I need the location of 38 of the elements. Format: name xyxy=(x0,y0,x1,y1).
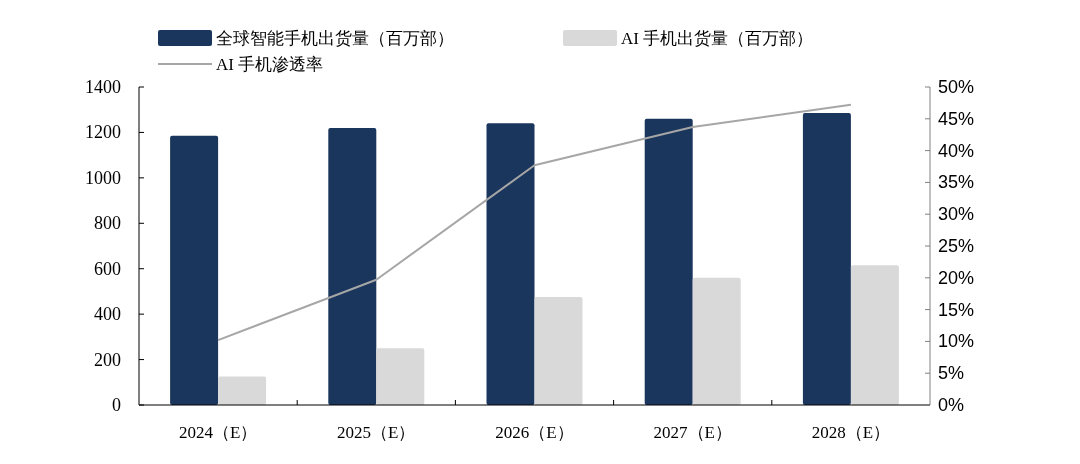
y2-tick-label: 25% xyxy=(938,236,975,256)
legend-label: AI 手机出货量（百万部） xyxy=(621,29,814,48)
bar xyxy=(486,123,535,405)
x-tick-label: 2026（E） xyxy=(495,423,574,442)
y2-tick-label: 50% xyxy=(938,77,975,97)
bar xyxy=(534,297,583,405)
bar xyxy=(328,127,377,405)
legend-label: 全球智能手机出货量（百万部） xyxy=(216,29,454,48)
legend-label: AI 手机渗透率 xyxy=(216,55,324,74)
x-tick-label: 2025（E） xyxy=(337,423,416,442)
y2-tick-label: 35% xyxy=(938,172,975,193)
bar xyxy=(692,277,741,405)
y2-tick-label: 10% xyxy=(938,331,975,352)
y-tick-label: 1400 xyxy=(85,77,121,97)
y-tick-label: 1000 xyxy=(85,167,121,188)
bar xyxy=(376,348,425,405)
y-tick-label: 400 xyxy=(94,304,121,325)
line-series xyxy=(217,103,852,342)
y2-tick-label: 15% xyxy=(938,299,975,320)
bar xyxy=(802,113,851,405)
y-tick-label: 200 xyxy=(94,349,121,370)
y-tick-label: 600 xyxy=(94,258,121,279)
y2-tick-label: 45% xyxy=(938,108,975,129)
x-tick-label: 2024（E） xyxy=(178,423,258,442)
y-tick-label: 800 xyxy=(94,213,121,234)
bar xyxy=(644,118,693,405)
bar xyxy=(218,376,267,405)
bar xyxy=(850,265,899,405)
x-tick-label: 2027（E） xyxy=(653,423,732,442)
y2-tick-label: 20% xyxy=(938,267,975,288)
y-tick-label: 1200 xyxy=(85,122,121,143)
y-tick-label: 0 xyxy=(112,395,121,415)
y2-tick-label: 0% xyxy=(938,395,965,415)
y2-tick-label: 30% xyxy=(938,204,975,225)
bar xyxy=(170,135,219,405)
y2-tick-label: 5% xyxy=(938,363,965,384)
y2-tick-label: 40% xyxy=(938,140,975,161)
x-tick-label: 2028（E） xyxy=(811,423,891,442)
